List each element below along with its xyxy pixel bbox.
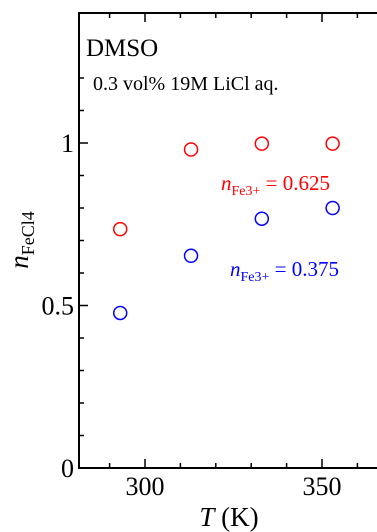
data-point-series-1	[254, 211, 270, 226]
y-tick-label: 0.5	[42, 292, 75, 321]
axis-ticks	[79, 13, 359, 469]
y-tick-label: 1	[61, 129, 74, 158]
x-tick-label: 300	[126, 472, 165, 501]
axis-tick-labels: 0 0.5 1 300 350	[42, 129, 342, 501]
data-point-series-0	[254, 136, 270, 151]
x-axis-title-var: T	[199, 502, 216, 532]
solvent-annotation: DMSO	[86, 35, 158, 62]
data-point-series-1	[112, 305, 128, 321]
x-axis-title: T (K)	[199, 502, 258, 532]
series-label-red-sub: Fe3+	[232, 184, 261, 199]
data-markers	[112, 136, 340, 321]
data-point-series-1	[183, 248, 199, 264]
x-tick-label: 350	[303, 472, 342, 501]
y-axis-title: nFeCl4	[4, 211, 38, 269]
data-point-series-0	[112, 221, 128, 237]
x-axis-title-unit: (K)	[214, 502, 258, 532]
series-label-blue-var: n	[230, 257, 241, 281]
data-point-series-1	[325, 200, 340, 216]
series-label-blue: nFe3+ = 0.375	[230, 257, 339, 285]
series-label-red: nFe3+ = 0.625	[221, 171, 330, 199]
y-axis-title-var: n	[4, 255, 34, 269]
series-label-blue-sub: Fe3+	[241, 270, 270, 285]
data-point-series-0	[325, 136, 340, 151]
series-label-red-var: n	[221, 171, 232, 195]
data-point-series-0	[183, 142, 199, 157]
series-label-blue-rest: = 0.375	[269, 257, 339, 281]
series-label-red-rest: = 0.625	[260, 171, 330, 195]
condition-annotation: 0.3 vol% 19M LiCl aq.	[93, 73, 279, 95]
y-axis-title-sub: FeCl4	[18, 211, 38, 255]
y-tick-label: 0	[61, 454, 74, 483]
